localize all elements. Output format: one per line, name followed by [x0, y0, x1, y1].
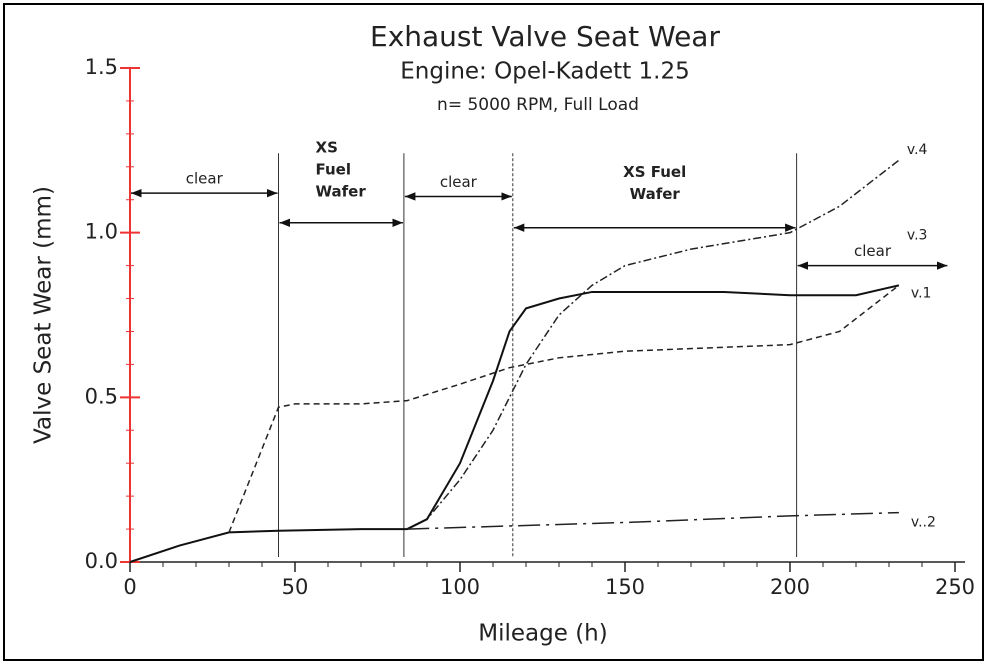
- x-tick-label: 100: [440, 575, 480, 599]
- x-tick-label: 0: [123, 575, 136, 599]
- span-label-clear: clear: [854, 242, 892, 260]
- span-label: XS: [316, 138, 338, 156]
- series-line: [129, 284, 900, 563]
- chart-note: n= 5000 RPM, Full Load: [437, 95, 639, 115]
- span-label: Wafer: [316, 182, 367, 200]
- chart-title: Exhaust Valve Seat Wear: [370, 20, 720, 53]
- y-tick-label: 1.5: [85, 55, 118, 79]
- x-tick-label: 150: [605, 575, 645, 599]
- span-label: Fuel: [316, 160, 352, 178]
- y-tick-label: 0.5: [85, 384, 118, 408]
- series-label: v.1: [911, 285, 932, 301]
- x-tick-label: 50: [282, 575, 309, 599]
- series-label: v..2: [911, 515, 936, 531]
- y-tick-label: 1.0: [85, 220, 118, 244]
- span-label-clear: clear: [440, 173, 478, 191]
- series-line: [228, 284, 900, 533]
- series-label: v.3: [907, 227, 928, 243]
- y-axis-label: Valve Seat Wear (mm): [31, 186, 57, 444]
- span-label: Wafer: [630, 185, 681, 203]
- span-label: XS Fuel: [623, 163, 686, 181]
- x-tick-label: 250: [935, 575, 975, 599]
- series-line: [406, 159, 900, 530]
- y-tick-label: 0.0: [85, 549, 118, 573]
- frame: [3, 3, 984, 661]
- series-label: v.4: [907, 142, 928, 158]
- span-label-clear: clear: [186, 170, 224, 188]
- chart-subtitle: Engine: Opel-Kadett 1.25: [400, 59, 690, 85]
- series-line: [407, 511, 899, 530]
- x-axis-label: Mileage (h): [478, 621, 607, 647]
- x-tick-label: 200: [770, 575, 810, 599]
